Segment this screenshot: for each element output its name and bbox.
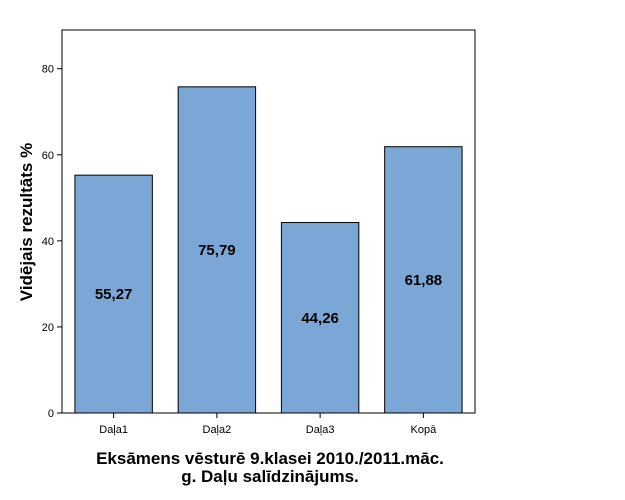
x-tick-label: Kopā — [411, 424, 438, 436]
bars: 55,27 75,79 44,26 61,88 — [74, 86, 463, 414]
bar — [177, 86, 257, 414]
x-axis: Daļa1 Daļa2 Daļa3 Kopā — [99, 413, 437, 436]
data-label: 61,88 — [405, 272, 443, 289]
y-tick-label: 60 — [42, 150, 54, 162]
y-axis: 0 20 40 60 80 — [42, 64, 62, 420]
data-label: 55,27 — [95, 286, 133, 303]
y-axis-title: Vidējais rezultāts % — [17, 143, 36, 301]
x-axis-title: Eksāmens vēsturē 9.klasei 2010./2011.māc… — [30, 450, 510, 486]
x-tick-label: Daļa3 — [306, 424, 335, 436]
x-axis-title-line-2: g. Daļu salīdzinājums. — [181, 467, 359, 486]
x-tick-label: Daļa2 — [203, 424, 232, 436]
data-label: 75,79 — [198, 242, 236, 259]
y-tick-label: 20 — [42, 322, 54, 334]
y-tick-label: 80 — [42, 64, 54, 76]
y-tick-label: 40 — [42, 236, 54, 248]
y-tick-label: 0 — [48, 408, 54, 420]
bar — [384, 146, 463, 414]
x-axis-title-line-1: Eksāmens vēsturē 9.klasei 2010./2011.māc… — [96, 449, 444, 468]
x-tick-label: Daļa1 — [99, 424, 128, 436]
bar — [280, 222, 360, 414]
data-label: 44,26 — [301, 310, 339, 327]
